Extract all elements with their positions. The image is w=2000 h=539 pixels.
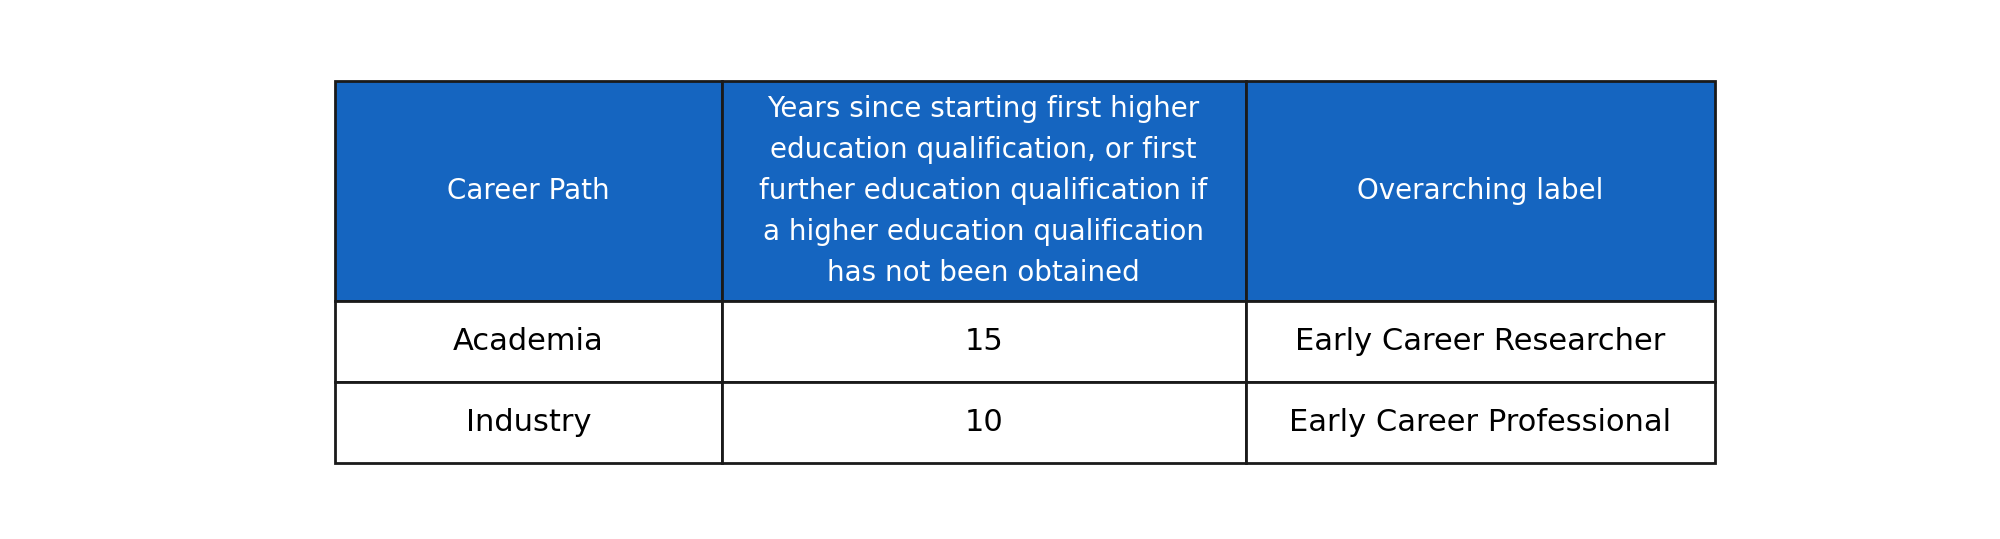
Bar: [336, 81, 722, 301]
Text: Career Path: Career Path: [448, 177, 610, 205]
Text: Industry: Industry: [466, 408, 592, 437]
Text: Years since starting first higher
education qualification, or first
further educ: Years since starting first higher educat…: [760, 95, 1208, 287]
Bar: [722, 301, 1246, 382]
Bar: [722, 382, 1246, 463]
Bar: [1246, 301, 1714, 382]
Bar: [336, 382, 722, 463]
Text: Overarching label: Overarching label: [1358, 177, 1604, 205]
Text: 10: 10: [964, 408, 1002, 437]
Text: Early Career Researcher: Early Career Researcher: [1296, 327, 1666, 356]
Text: Academia: Academia: [454, 327, 604, 356]
Bar: [1246, 81, 1714, 301]
Text: 15: 15: [964, 327, 1002, 356]
Bar: [722, 81, 1246, 301]
Bar: [1246, 382, 1714, 463]
Text: Early Career Professional: Early Career Professional: [1290, 408, 1672, 437]
Bar: [336, 301, 722, 382]
